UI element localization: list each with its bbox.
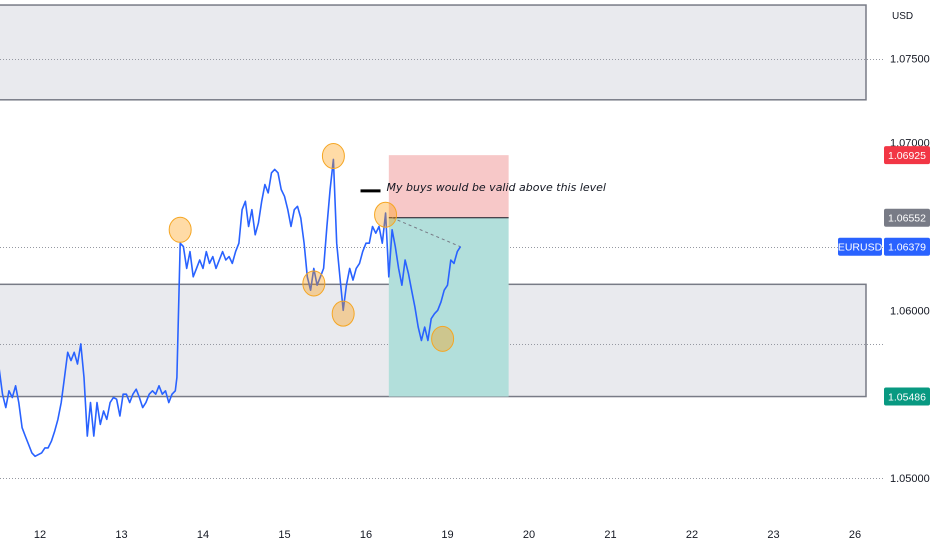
price-tag <box>884 237 930 256</box>
x-tick-label: 13 <box>115 529 127 541</box>
x-tick-label: 19 <box>441 529 453 541</box>
y-tick-label: 1.05000 <box>890 473 930 485</box>
annotation-layer: My buys would be valid above this level <box>360 181 606 194</box>
price-tags-layer: 1.06925 1.06552 1.06379 EURUSD 1.05486 <box>838 146 930 406</box>
price-tag-value: 1.06925 <box>888 150 926 162</box>
x-tick-label: 21 <box>604 529 616 541</box>
y-tick-label: 1.06000 <box>890 305 930 317</box>
circles-layer <box>168 143 455 352</box>
x-tick-label: 22 <box>686 529 698 541</box>
highlight-circle <box>302 270 326 297</box>
x-tick-label: 15 <box>278 529 290 541</box>
x-tick-label: 20 <box>523 529 535 541</box>
price-tag-value: 1.05486 <box>888 392 926 404</box>
projection-dotted-line <box>391 217 461 248</box>
highlight-circle <box>168 216 192 243</box>
highlight-circle <box>374 201 398 228</box>
highlight-circle <box>331 300 355 327</box>
highlight-circle <box>431 325 455 352</box>
y-tick-label: 1.07500 <box>890 54 930 66</box>
price-tag <box>884 387 930 406</box>
symbol-tag <box>838 237 882 256</box>
x-tick-label: 12 <box>34 529 46 541</box>
symbol-tag-label: EURUSD <box>838 242 883 254</box>
annotation-text: My buys would be valid above this level <box>387 181 606 194</box>
price-tag-value: 1.06552 <box>888 213 926 225</box>
take-profit-box <box>388 217 509 397</box>
price-tag <box>884 146 930 165</box>
price-tag <box>884 208 930 227</box>
stop-loss-box <box>388 155 509 218</box>
currency-label: USD <box>892 11 913 22</box>
x-tick-label: 14 <box>197 529 209 541</box>
supply-zone <box>0 4 867 101</box>
x-tick-label: 26 <box>849 529 861 541</box>
price-tag-value: 1.06379 <box>888 242 926 254</box>
x-tick-label: 16 <box>360 529 372 541</box>
price-line <box>0 158 462 458</box>
trade-layer <box>388 155 509 397</box>
series-layer <box>0 158 462 458</box>
highlight-circle <box>321 143 345 169</box>
x-tick-label: 23 <box>767 529 779 541</box>
